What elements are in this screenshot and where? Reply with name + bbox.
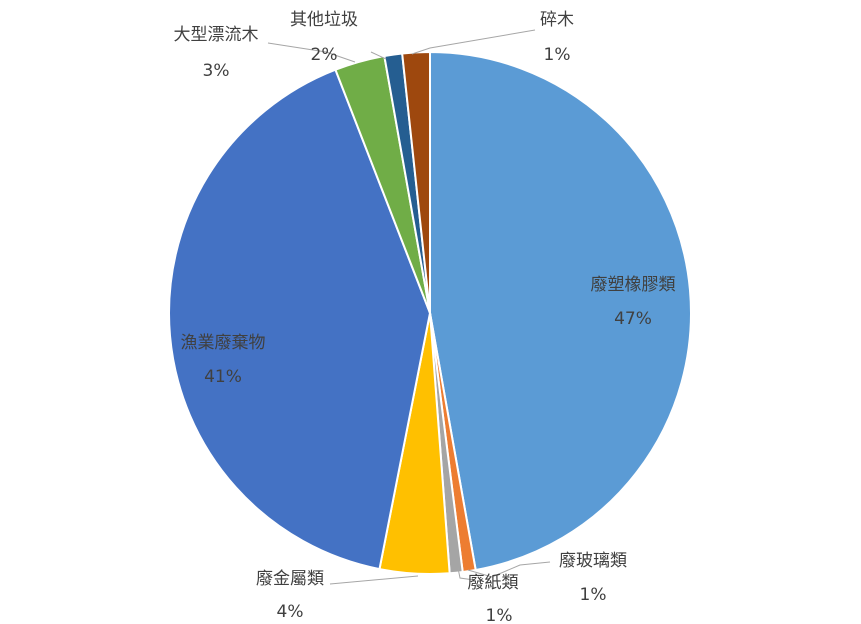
slice-name-label: 碎木 xyxy=(540,10,574,30)
slice-name-label: 廢金屬類 xyxy=(256,569,324,589)
leader-lines xyxy=(267,29,551,585)
slice-percent-label: 1% xyxy=(544,45,571,65)
slice-name-label: 廢紙類 xyxy=(468,573,519,593)
slice-name-label: 漁業廢棄物 xyxy=(181,333,266,353)
pie-slices xyxy=(168,50,692,575)
slice-percent-label: 41% xyxy=(204,367,242,387)
leader-line xyxy=(370,51,387,60)
slice-percent-label: 1% xyxy=(486,606,513,624)
leader-line xyxy=(467,561,551,578)
slice-percent-label: 3% xyxy=(203,61,230,81)
slice-percent-label: 2% xyxy=(311,45,338,65)
slice-name-label: 其他垃圾 xyxy=(290,10,358,30)
slice-name-label: 廢玻璃類 xyxy=(559,551,627,571)
leader-line xyxy=(457,567,475,581)
slice-name-label: 廢塑橡膠類 xyxy=(591,275,676,295)
leader-line xyxy=(411,29,536,55)
data-labels: 廢塑橡膠類 47% 廢玻璃類 1% 廢紙類 1% 廢金屬類 4% 漁業廢棄物 41% 大型漂流木 3%… xyxy=(174,10,676,624)
slice-percent-label: 4% xyxy=(277,602,304,622)
pie-slice xyxy=(168,68,432,571)
slice-percent-label: 1% xyxy=(580,585,607,605)
leader-line xyxy=(329,575,419,585)
slice-percent-label: 47% xyxy=(614,309,652,329)
leader-line xyxy=(267,42,356,63)
slice-name-label: 大型漂流木 xyxy=(174,25,259,45)
pie-slice xyxy=(429,50,692,572)
